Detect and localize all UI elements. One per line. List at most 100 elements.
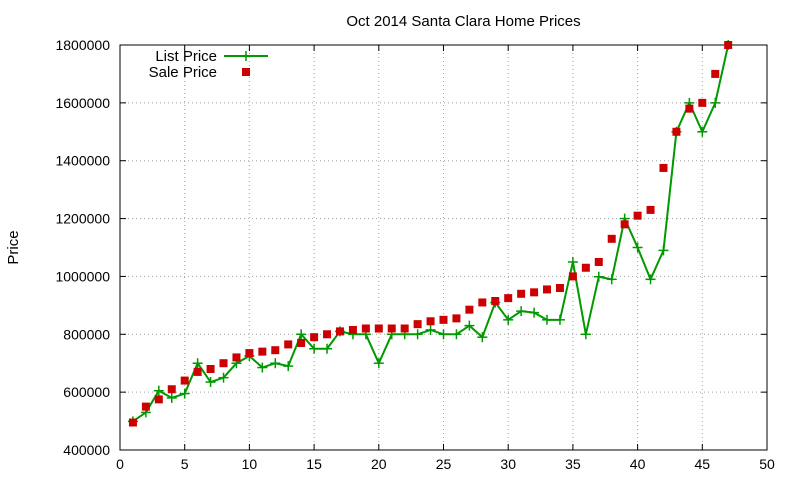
- sale-price-point: [672, 127, 681, 136]
- list-price-point: [218, 372, 229, 383]
- sale-price-point: [297, 338, 306, 347]
- sale-price-point: [206, 365, 215, 373]
- sale-price-point: [517, 289, 526, 298]
- y-tick-label: 1000000: [55, 268, 110, 284]
- x-tick-label: 30: [500, 456, 516, 472]
- sale-price-point: [426, 317, 435, 326]
- sale-price-point: [310, 333, 319, 342]
- sale-price-point: [594, 257, 603, 266]
- x-axis: 0 5 10 15 20 25 30 35 40 45 50: [116, 45, 775, 472]
- list-price-point: [710, 97, 721, 108]
- list-price-point: [593, 271, 604, 282]
- list-price-point: [542, 314, 553, 325]
- x-tick-label: 35: [565, 456, 581, 472]
- sale-price-point: [620, 220, 629, 229]
- list-price-point: [580, 329, 591, 340]
- y-tick-label: 800000: [63, 326, 110, 342]
- x-tick-label: 0: [116, 456, 124, 472]
- list-price-point: [283, 361, 294, 372]
- list-price-point: [606, 274, 617, 285]
- list-price-point: [166, 392, 177, 403]
- list-price-point: [270, 358, 281, 369]
- list-price-point: [373, 358, 384, 369]
- list-price-point: [153, 385, 164, 396]
- sale-price-point: [400, 324, 409, 333]
- sale-price-point: [543, 285, 552, 294]
- sale-price-point: [167, 385, 176, 394]
- list-price-point: [477, 332, 488, 343]
- sale-price-point: [452, 314, 461, 323]
- sale-price-point: [245, 349, 254, 358]
- sale-price-point: [154, 395, 163, 404]
- list-price-point: [529, 307, 540, 318]
- sale-price-point: [335, 327, 344, 336]
- list-price-point: [438, 329, 449, 340]
- sale-price-point: [258, 347, 267, 356]
- sale-price-point: [348, 325, 357, 334]
- y-tick-label: 400000: [63, 442, 110, 458]
- x-tick-label: 25: [436, 456, 452, 472]
- list-price-point: [205, 377, 216, 388]
- series-list-price: [127, 40, 734, 427]
- list-price-point: [179, 388, 190, 399]
- sale-price-point: [180, 376, 189, 385]
- list-price-point: [697, 126, 708, 137]
- sale-price-point: [555, 284, 564, 292]
- list-price-point: [645, 274, 656, 285]
- list-price-point: [322, 343, 333, 354]
- sale-price-point: [646, 205, 655, 214]
- x-tick-label: 10: [242, 456, 258, 472]
- grid: [120, 45, 767, 450]
- sale-price-point: [711, 69, 720, 78]
- series-sale-price: [128, 41, 733, 427]
- list-price-point: [309, 343, 320, 354]
- list-price-point: [632, 242, 643, 253]
- y-axis: 400000 600000 800000 1000000 1200000 1400000 1…: [55, 37, 767, 458]
- sale-price-point: [530, 288, 539, 297]
- sale-price-point: [439, 315, 448, 324]
- sale-price-point: [128, 418, 137, 427]
- y-tick-label: 600000: [63, 384, 110, 400]
- sale-price-point: [465, 305, 474, 314]
- sale-price-point: [387, 324, 396, 333]
- sale-price-point: [413, 320, 422, 329]
- x-tick-label: 15: [306, 456, 322, 472]
- sale-price-point: [568, 272, 577, 281]
- legend-plus-marker: [241, 51, 251, 61]
- list-price-point: [554, 314, 565, 325]
- list-price-point: [464, 320, 475, 331]
- sale-price-point: [685, 104, 694, 113]
- sale-price-point: [491, 297, 500, 306]
- sale-price-point: [219, 359, 228, 368]
- sale-price-point: [361, 324, 370, 333]
- list-price-point: [425, 324, 436, 335]
- sale-price-point: [504, 294, 513, 303]
- x-tick-label: 40: [630, 456, 646, 472]
- list-price-point: [658, 245, 669, 256]
- sale-price-point: [478, 298, 487, 307]
- x-tick-label: 45: [695, 456, 711, 472]
- x-tick-label: 5: [181, 456, 189, 472]
- series-group: [127, 40, 734, 427]
- sale-price-point: [374, 324, 383, 333]
- legend-label-sale-price: Sale Price: [149, 64, 217, 81]
- sale-price-point: [633, 211, 642, 220]
- list-price-point: [192, 358, 203, 369]
- sale-price-point: [698, 98, 707, 107]
- list-price-point: [296, 329, 307, 340]
- legend-label-list-price: List Price: [155, 48, 217, 65]
- sale-price-point: [659, 163, 668, 172]
- sale-price-point: [193, 367, 202, 376]
- y-tick-label: 1400000: [55, 153, 110, 169]
- sale-price-point: [232, 353, 241, 362]
- x-tick-label: 20: [371, 456, 387, 472]
- y-tick-label: 1600000: [55, 95, 110, 111]
- sale-price-point: [323, 330, 332, 339]
- list-price-point: [516, 306, 527, 317]
- list-price-point: [451, 329, 462, 340]
- sale-price-point: [271, 346, 280, 355]
- list-price-point: [412, 329, 423, 340]
- chart-title: Oct 2014 Santa Clara Home Prices: [346, 13, 580, 30]
